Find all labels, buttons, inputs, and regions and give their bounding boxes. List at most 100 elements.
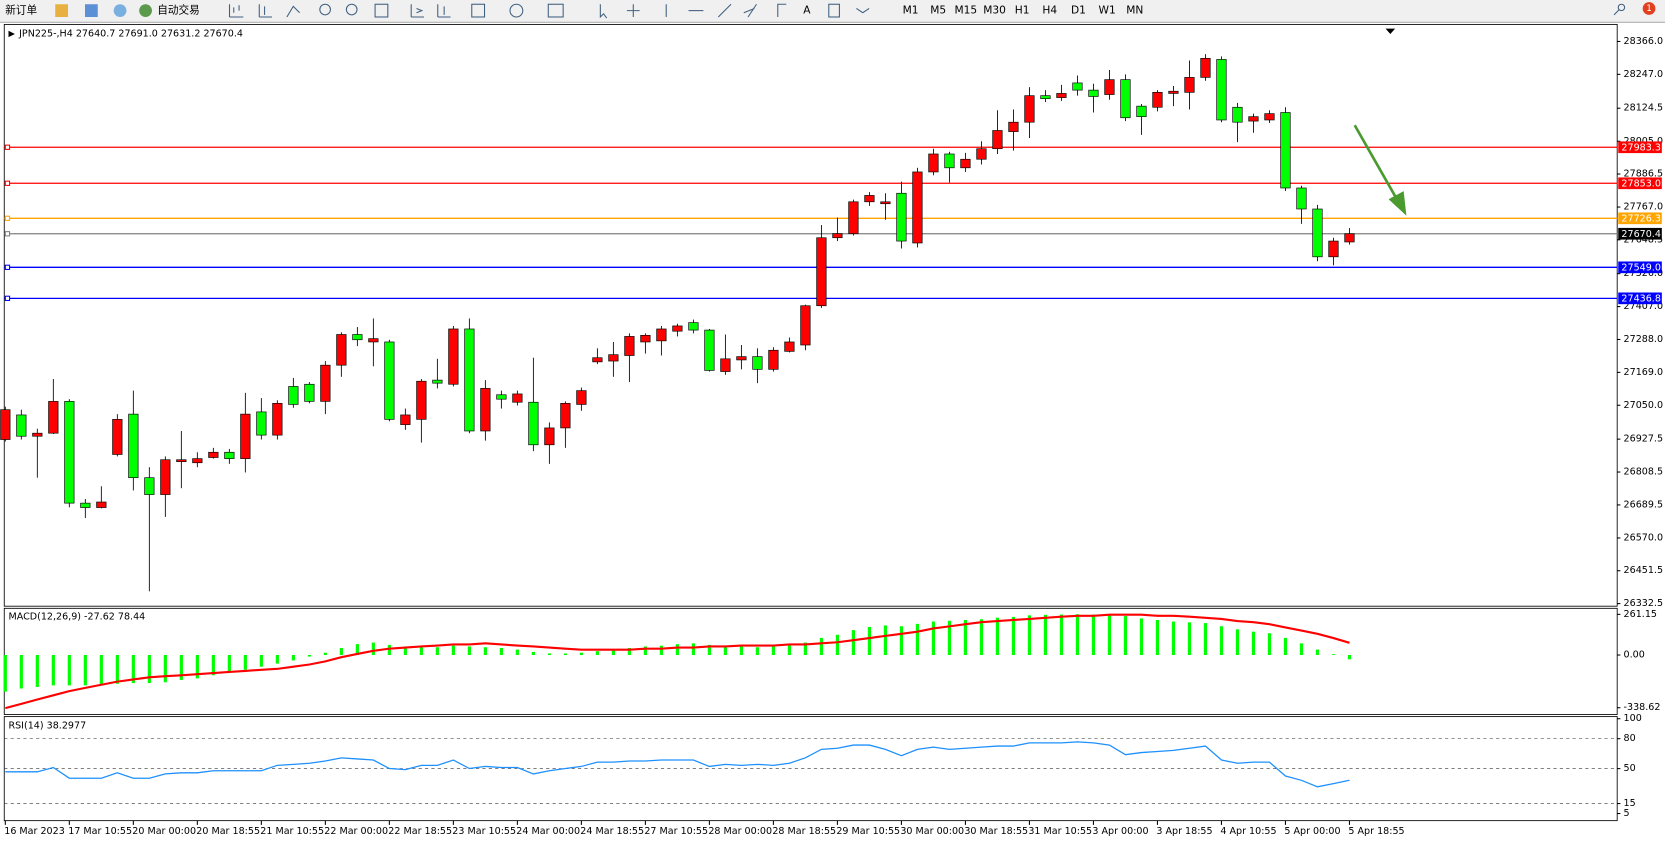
candle-body: [144, 477, 155, 495]
icon[interactable]: [85, 4, 98, 17]
candle-body: [336, 334, 347, 366]
macd-bar: [531, 651, 535, 656]
macd-bar: [1027, 615, 1032, 656]
macd-bar: [547, 653, 551, 656]
macd-bar: [931, 621, 936, 656]
candle-body: [1056, 93, 1067, 98]
y-tick-label: 28247.0: [1624, 69, 1664, 80]
tool-icons[interactable]: A: [228, 4, 1626, 19]
macd-bar: [323, 652, 327, 656]
level-label-box: [1618, 261, 1662, 274]
y-tick-label: 0.00: [1624, 650, 1645, 661]
candle-body: [640, 335, 651, 343]
timeframe-button[interactable]: H1: [1015, 4, 1030, 17]
icon[interactable]: [55, 4, 69, 17]
candle-body: [528, 401, 539, 446]
candle-body: [416, 380, 427, 420]
x-tick-label: 20 Mar 00:00: [132, 826, 196, 837]
macd-bar: [1331, 654, 1336, 656]
x-tick-label: 28 Mar 00:00: [708, 826, 772, 837]
x-tick-label: 5 Apr 00:00: [1284, 826, 1340, 837]
macd-bar: [515, 649, 519, 656]
macd-bar: [19, 655, 23, 689]
candle-body: [288, 386, 299, 405]
annotation-arrow: [1353, 124, 1407, 216]
candle-body: [1216, 59, 1227, 121]
macd-bar: [803, 642, 807, 656]
candle-body: [352, 334, 363, 341]
level-label-box: [1618, 227, 1662, 240]
x-tick-label: 28 Mar 18:55: [772, 826, 836, 837]
macd-bar: [851, 630, 856, 656]
candle-body: [384, 341, 395, 420]
candle-body: [1184, 77, 1195, 93]
macd-bar: [1219, 626, 1224, 656]
macd-bar: [227, 655, 231, 673]
macd-bar: [51, 655, 55, 686]
macd-bar: [755, 647, 759, 656]
level-label: 27726.3: [1621, 213, 1661, 224]
y-tick-label: 27526.0: [1624, 268, 1664, 279]
level-handle: [4, 215, 11, 221]
candle-body: [560, 403, 571, 429]
timeframe-button[interactable]: M15: [955, 4, 978, 17]
candle-body: [864, 195, 875, 203]
new-order-button[interactable]: 新订单: [5, 4, 37, 17]
candle-body: [208, 451, 219, 458]
macd-signal-line: [5, 613, 1350, 710]
timeframe-button[interactable]: M30: [983, 4, 1006, 17]
level-handle: [4, 144, 11, 150]
timeframe-button[interactable]: M5: [930, 4, 946, 17]
level-label-box: [1618, 141, 1662, 154]
y-tick-label: 27050.0: [1624, 400, 1664, 411]
candle-body: [1200, 58, 1211, 78]
macd-bar: [563, 653, 567, 656]
level-label-box: [1618, 177, 1662, 190]
rsi-title: RSI(14) 38.2977: [9, 721, 87, 732]
notification-badge[interactable]: [1642, 2, 1656, 15]
candle-body: [224, 451, 235, 459]
candle-body: [688, 322, 699, 331]
level-label-box: [1618, 292, 1662, 305]
macd-bar: [419, 647, 423, 656]
macd-bar: [195, 655, 199, 679]
plot-layer: 28366.0 28247.0 28124.5 28005.0 27886.5 27767…: [0, 36, 1664, 837]
y-tick-label: 28124.5: [1624, 103, 1664, 114]
level-label: 27853.0: [1621, 178, 1661, 189]
candle-body: [1008, 121, 1019, 132]
candle-body: [96, 501, 107, 508]
y-tick-label: 27288.0: [1624, 334, 1664, 345]
macd-bar: [163, 655, 167, 683]
timeframe-button[interactable]: MN: [1126, 4, 1143, 17]
candle-body: [480, 388, 491, 432]
shift-marker: [1385, 28, 1396, 34]
x-tick-label: 3 Apr 18:55: [1156, 826, 1212, 837]
macd-bar: [499, 648, 503, 656]
timeframe-button[interactable]: H4: [1042, 4, 1057, 17]
timeframe-button[interactable]: M1: [903, 4, 919, 17]
auto-trading-button[interactable]: 自动交易: [157, 4, 199, 17]
macd-bar: [739, 646, 743, 656]
icon[interactable]: [113, 4, 127, 17]
macd-bar: [291, 655, 295, 661]
macd-bar: [899, 626, 904, 656]
y-tick-label: 26451.5: [1624, 565, 1664, 576]
timeframe-button[interactable]: D1: [1071, 4, 1086, 17]
candle-body: [1296, 187, 1307, 210]
macd-bar: [179, 655, 183, 680]
macd-bar: [1011, 616, 1016, 656]
macd-bar: [3, 655, 7, 692]
candle-body: [32, 432, 43, 437]
candle-body: [816, 237, 827, 307]
svg-text:A: A: [803, 4, 811, 17]
auto-trading-icon[interactable]: [139, 4, 152, 17]
candle-body: [464, 328, 475, 432]
candle-body: [320, 364, 331, 402]
macd-bar: [467, 646, 471, 656]
candle-body: [64, 401, 75, 504]
timeframe-button[interactable]: W1: [1099, 4, 1116, 17]
x-tick-label: 20 Mar 18:55: [196, 826, 260, 837]
macd-bar: [371, 642, 375, 656]
